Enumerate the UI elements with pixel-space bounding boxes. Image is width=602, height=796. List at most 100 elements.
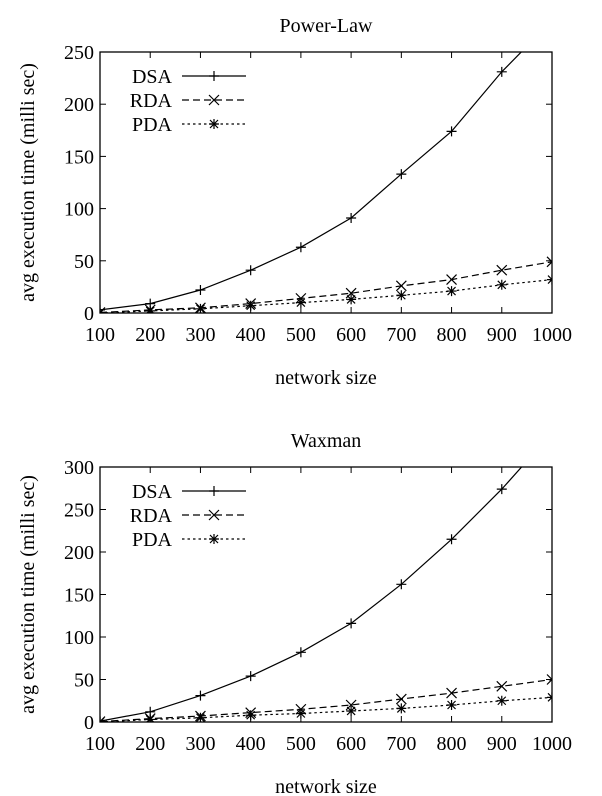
data-point <box>547 16 557 26</box>
series-dsa <box>100 428 557 722</box>
y-tick-label: 50 <box>74 670 94 692</box>
data-point <box>446 700 457 710</box>
data-point <box>245 300 256 311</box>
y-tick-label: 0 <box>84 303 94 325</box>
data-point <box>100 308 105 313</box>
data-point <box>195 690 206 701</box>
x-tick-label: 600 <box>336 324 366 346</box>
x-tick-label: 700 <box>386 733 416 755</box>
x-tick-label: 600 <box>336 733 366 755</box>
legend-label: RDA <box>130 505 173 527</box>
chart-panel-1: Waxman 100 200 300 400 500 600 700 800 900 1000 0 50… <box>17 428 572 796</box>
series-line <box>100 261 552 313</box>
legend-marker <box>208 509 220 521</box>
y-tick-label: 250 <box>64 500 94 522</box>
x-tick-label: 700 <box>386 324 416 346</box>
data-point <box>346 618 357 629</box>
x-tick-label: 400 <box>236 324 266 346</box>
series-rda <box>100 256 552 313</box>
data-point <box>245 671 256 682</box>
legend-marker <box>209 486 219 496</box>
data-point <box>496 680 508 692</box>
data-point <box>396 703 407 714</box>
x-tick-label: 800 <box>437 324 467 346</box>
series-pda <box>100 274 552 313</box>
x-tick-label: 500 <box>286 324 316 346</box>
x-tick-label: 200 <box>135 324 165 346</box>
x-tick-label: 900 <box>487 733 517 755</box>
x-tick-label: 200 <box>135 733 165 755</box>
series-line <box>100 696 552 722</box>
data-point <box>295 297 306 308</box>
data-point <box>245 265 256 276</box>
data-point <box>547 428 557 438</box>
x-tick-label: 1000 <box>532 324 572 346</box>
x-tick-label: 1000 <box>532 733 572 755</box>
data-point <box>446 534 457 545</box>
data-point <box>396 579 407 590</box>
data-point <box>546 256 552 268</box>
y-tick-label: 200 <box>64 542 94 564</box>
data-point <box>395 280 407 292</box>
y-tick-label: 300 <box>64 457 94 479</box>
legend-marker <box>209 71 219 81</box>
series-line <box>100 678 552 722</box>
data-point <box>446 274 457 286</box>
legend-marker <box>208 94 220 106</box>
y-axis-label: avg execution time (milli sec) <box>17 63 39 302</box>
y-tick-label: 150 <box>64 146 94 168</box>
series-line <box>100 279 552 313</box>
x-tick-label: 100 <box>85 324 115 346</box>
plot-frame <box>99 51 553 314</box>
data-point <box>396 169 407 180</box>
x-tick-label: 500 <box>286 733 316 755</box>
data-point <box>295 708 306 719</box>
series-pda <box>100 692 552 722</box>
data-point <box>145 714 156 722</box>
data-point <box>295 647 306 658</box>
data-point <box>145 305 156 313</box>
data-point <box>195 712 206 722</box>
legend-label: RDA <box>130 90 173 112</box>
data-point <box>346 705 357 716</box>
y-tick-label: 200 <box>64 94 94 116</box>
y-tick-label: 100 <box>64 199 94 221</box>
data-point <box>496 264 508 276</box>
data-point <box>446 286 457 297</box>
data-point <box>100 717 105 722</box>
y-tick-label: 150 <box>64 585 94 607</box>
data-point <box>446 687 457 699</box>
series-line <box>100 52 523 311</box>
legend-marker <box>209 534 219 544</box>
data-point <box>195 285 206 296</box>
x-tick-label: 400 <box>236 733 266 755</box>
chart-title: Waxman <box>291 430 362 452</box>
x-axis-label: network size <box>275 367 377 389</box>
data-point <box>346 294 357 305</box>
x-tick-label: 300 <box>185 733 215 755</box>
y-tick-label: 250 <box>64 42 94 64</box>
x-tick-label: 800 <box>437 733 467 755</box>
data-point <box>496 66 507 77</box>
x-tick-label: 300 <box>185 324 215 346</box>
data-point <box>295 242 306 253</box>
y-tick-label: 0 <box>84 712 94 734</box>
data-point <box>546 674 552 685</box>
x-axis-label: network size <box>275 776 377 796</box>
data-point <box>245 710 256 721</box>
data-point <box>496 695 507 706</box>
legend-label: DSA <box>132 481 173 503</box>
x-tick-label: 900 <box>487 324 517 346</box>
legend-label: PDA <box>132 529 173 551</box>
data-point <box>496 484 507 495</box>
data-point <box>396 290 407 301</box>
data-point <box>446 126 457 137</box>
y-tick-label: 100 <box>64 627 94 649</box>
chart-title: Power-Law <box>280 15 373 37</box>
data-point <box>395 693 407 705</box>
data-point <box>346 212 357 223</box>
